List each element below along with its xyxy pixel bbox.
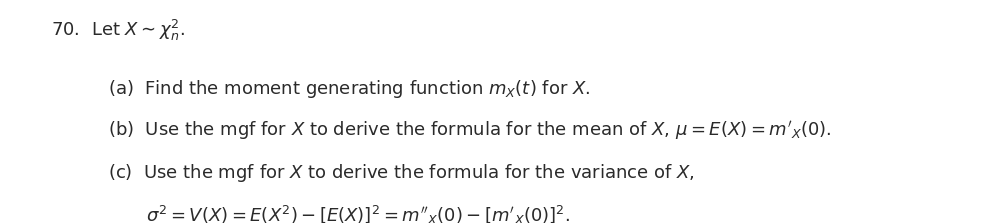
Text: (b)  Use the mgf for $X$ to derive the formula for the mean of $X$, $\mu = E(X) : (b) Use the mgf for $X$ to derive the fo… xyxy=(108,119,831,142)
Text: 70.  Let $X \sim \chi^2_n$.: 70. Let $X \sim \chi^2_n$. xyxy=(51,18,185,43)
Text: $\sigma^2 = V(X) = E(X^2) - [E(X)]^2 = m''_X(0) - [m'_X(0)]^2$.: $\sigma^2 = V(X) = E(X^2) - [E(X)]^2 = m… xyxy=(146,204,570,223)
Text: (a)  Find the moment generating function $m_X(t)$ for $X$.: (a) Find the moment generating function … xyxy=(108,78,590,100)
Text: (c)  Use the mgf for $X$ to derive the formula for the variance of $X$,: (c) Use the mgf for $X$ to derive the fo… xyxy=(108,162,695,184)
